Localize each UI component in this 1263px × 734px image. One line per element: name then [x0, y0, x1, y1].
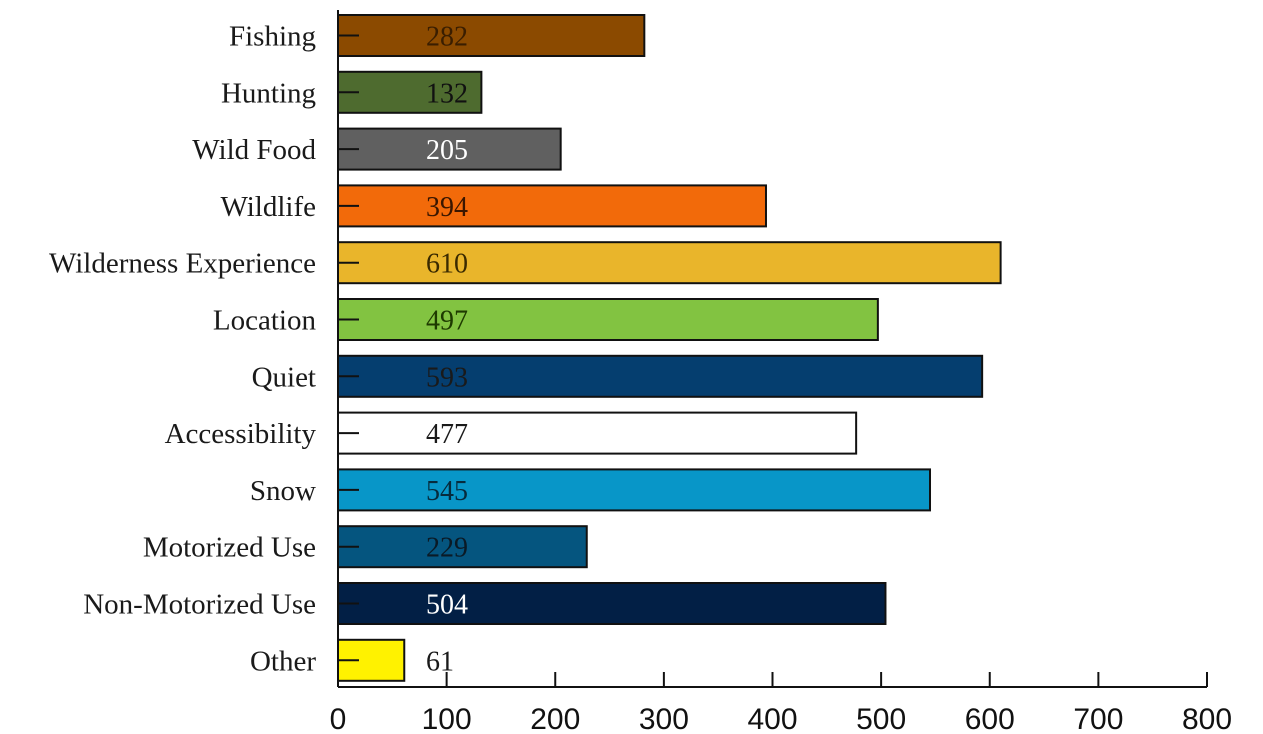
x-tick-label: 700 [1073, 703, 1123, 734]
bar-wilderness-experience [337, 241, 1002, 285]
category-label: Wild Food [192, 134, 316, 166]
bars-group: 282 132 205 394 610 497 593 477 545 229 504 61 [337, 14, 1002, 682]
x-tick-label: 200 [530, 703, 580, 734]
category-label: Accessibility [165, 418, 317, 450]
data-label: 504 [426, 590, 468, 621]
data-label: 205 [426, 135, 468, 166]
category-labels-group: Fishing Hunting Wild Food Wildlife Wildernes… [49, 21, 316, 678]
bar-wildlife [337, 184, 767, 228]
x-tick-label: 400 [747, 703, 797, 734]
category-label: Location [213, 305, 317, 337]
category-label: Other [250, 645, 316, 677]
bar-hunting [337, 70, 483, 114]
x-tick-label: 300 [639, 703, 689, 734]
x-tick-label: 600 [965, 703, 1015, 734]
data-label: 497 [426, 306, 468, 337]
category-label: Wildlife [221, 191, 316, 223]
category-label: Non-Motorized Use [83, 589, 316, 621]
category-label: Wilderness Experience [49, 248, 316, 280]
bar-fishing [337, 14, 646, 57]
bar-motorized-use [337, 525, 588, 569]
bar-wild-food [337, 127, 562, 171]
bar-location [337, 298, 879, 341]
data-label: 282 [426, 22, 468, 53]
x-tick-label: 500 [856, 703, 906, 734]
category-label: Motorized Use [143, 532, 316, 564]
x-tick-label: 100 [422, 703, 472, 734]
data-label: 610 [426, 249, 468, 280]
bar-snow [337, 468, 932, 512]
bar-accessibility [337, 411, 858, 455]
data-label: 61 [426, 646, 454, 677]
data-label: 545 [426, 476, 468, 507]
data-label: 229 [426, 533, 468, 564]
data-label: 477 [426, 419, 468, 450]
x-axis: 0 100 200 300 400 500 600 700 800 [330, 10, 1232, 734]
data-label: 394 [426, 192, 468, 223]
category-label: Hunting [221, 77, 316, 109]
category-label: Snow [250, 475, 316, 507]
x-tick-label: 800 [1182, 703, 1232, 734]
data-label: 132 [426, 78, 468, 109]
category-label: Fishing [229, 21, 316, 53]
data-label: 593 [426, 362, 468, 393]
x-tick-label: 0 [330, 703, 347, 734]
bar-quiet [337, 354, 984, 398]
bar-non-motorized-use [337, 582, 887, 625]
category-label: Quiet [252, 361, 316, 393]
